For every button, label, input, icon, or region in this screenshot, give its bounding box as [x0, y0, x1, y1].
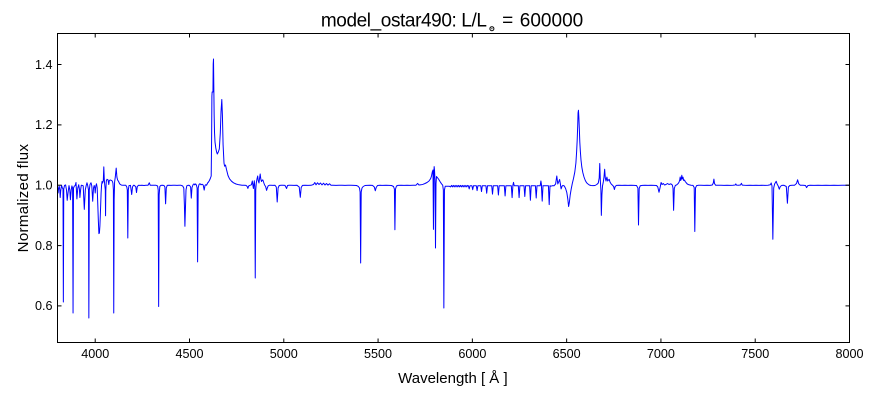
svg-text:7000: 7000: [647, 347, 675, 361]
svg-text:Normalized flux: Normalized flux: [15, 144, 32, 253]
svg-text:1.0: 1.0: [35, 179, 53, 193]
svg-text:0.6: 0.6: [35, 299, 53, 313]
svg-text:5000: 5000: [270, 347, 298, 361]
svg-text:=: =: [502, 11, 513, 32]
svg-text:0.8: 0.8: [35, 239, 53, 253]
svg-text:4500: 4500: [175, 347, 203, 361]
svg-text:5500: 5500: [364, 347, 392, 361]
svg-text:1.4: 1.4: [35, 58, 53, 72]
svg-text:model_ostar490: L/L: model_ostar490: L/L: [321, 11, 487, 32]
svg-text:7500: 7500: [741, 347, 769, 361]
svg-text:8000: 8000: [835, 347, 863, 361]
svg-text:6500: 6500: [553, 347, 581, 361]
svg-text:Wavelength [ Å ]: Wavelength [ Å ]: [398, 370, 508, 387]
svg-text:6000: 6000: [458, 347, 486, 361]
svg-text:1.2: 1.2: [35, 118, 53, 132]
svg-text:4000: 4000: [81, 347, 109, 361]
svg-text:600000: 600000: [520, 11, 583, 32]
